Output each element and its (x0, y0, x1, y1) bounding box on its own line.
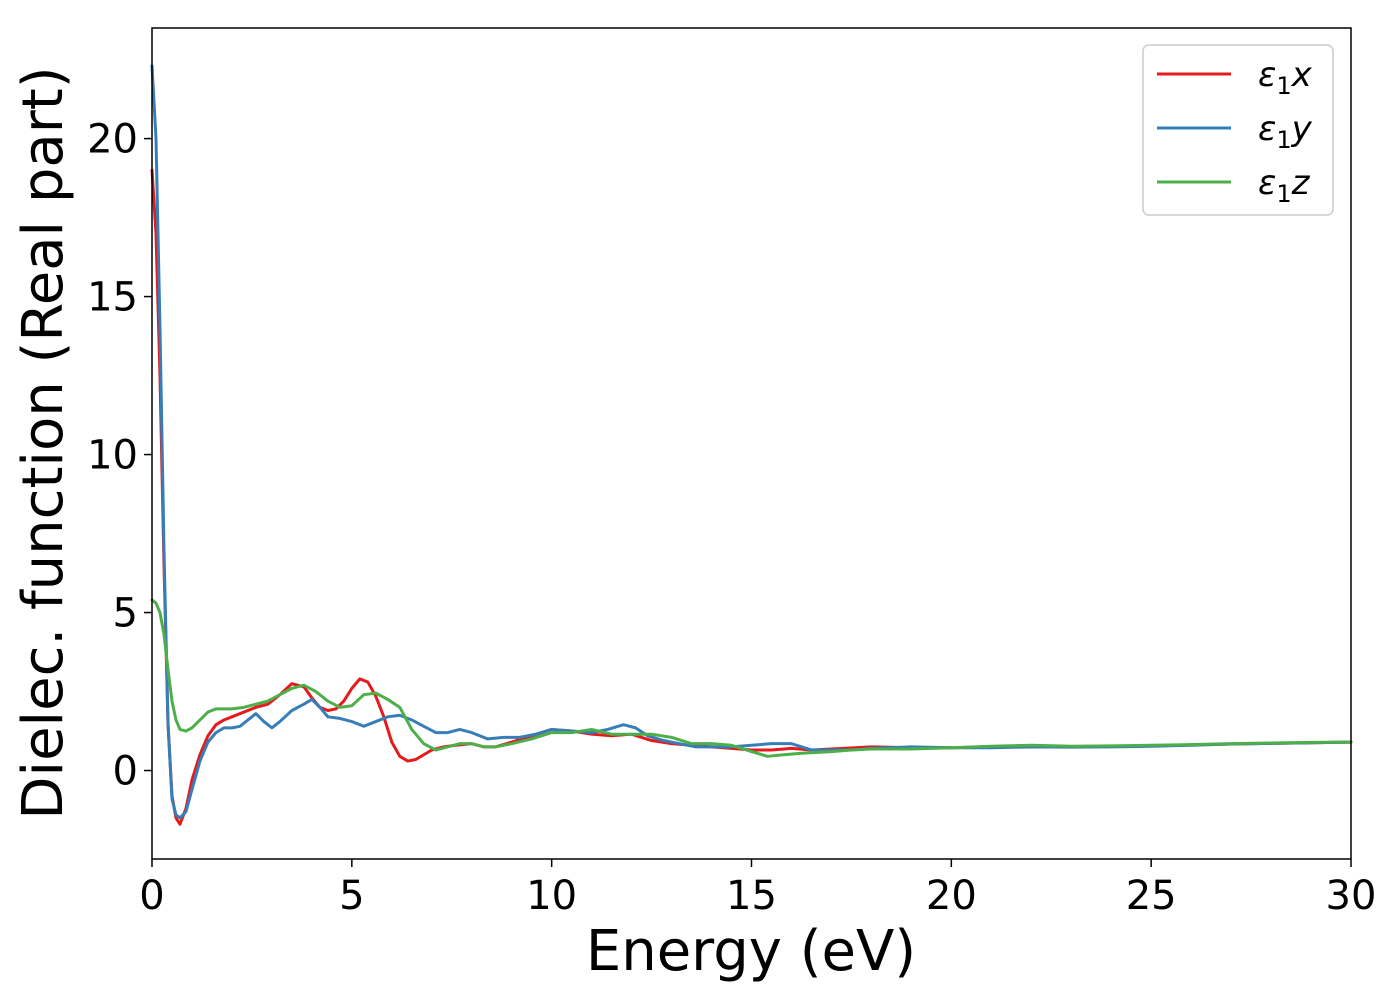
y-axis-title: Dielec. function (Real part) (11, 66, 76, 819)
y-tick-label: 20 (87, 117, 138, 163)
y-tick-label: 5 (113, 591, 138, 637)
x-tick-label: 10 (526, 873, 577, 919)
x-tick-label: 5 (339, 873, 364, 919)
x-axis: 0 5 10 15 20 25 30 (139, 859, 1376, 919)
y-tick-label: 15 (87, 275, 138, 321)
x-tick-label: 30 (1326, 873, 1377, 919)
x-tick-label: 15 (726, 873, 777, 919)
x-tick-label: 20 (926, 873, 977, 919)
y-axis: 0 5 10 15 20 (87, 117, 152, 795)
x-axis-title: Energy (eV) (586, 919, 916, 984)
legend: ε1x ε1y ε1z (1142, 44, 1334, 216)
series-line-z (150, 598, 1353, 758)
legend-box (1142, 44, 1334, 216)
legend-label-x: ε1x (1258, 55, 1313, 100)
legend-label-y: ε1y (1258, 109, 1313, 154)
y-tick-label: 10 (87, 433, 138, 479)
y-tick-label: 0 (113, 749, 138, 795)
series-layer (150, 64, 1353, 826)
legend-label-z: ε1z (1258, 163, 1311, 208)
x-tick-label: 0 (139, 873, 164, 919)
x-tick-label: 25 (1126, 873, 1177, 919)
